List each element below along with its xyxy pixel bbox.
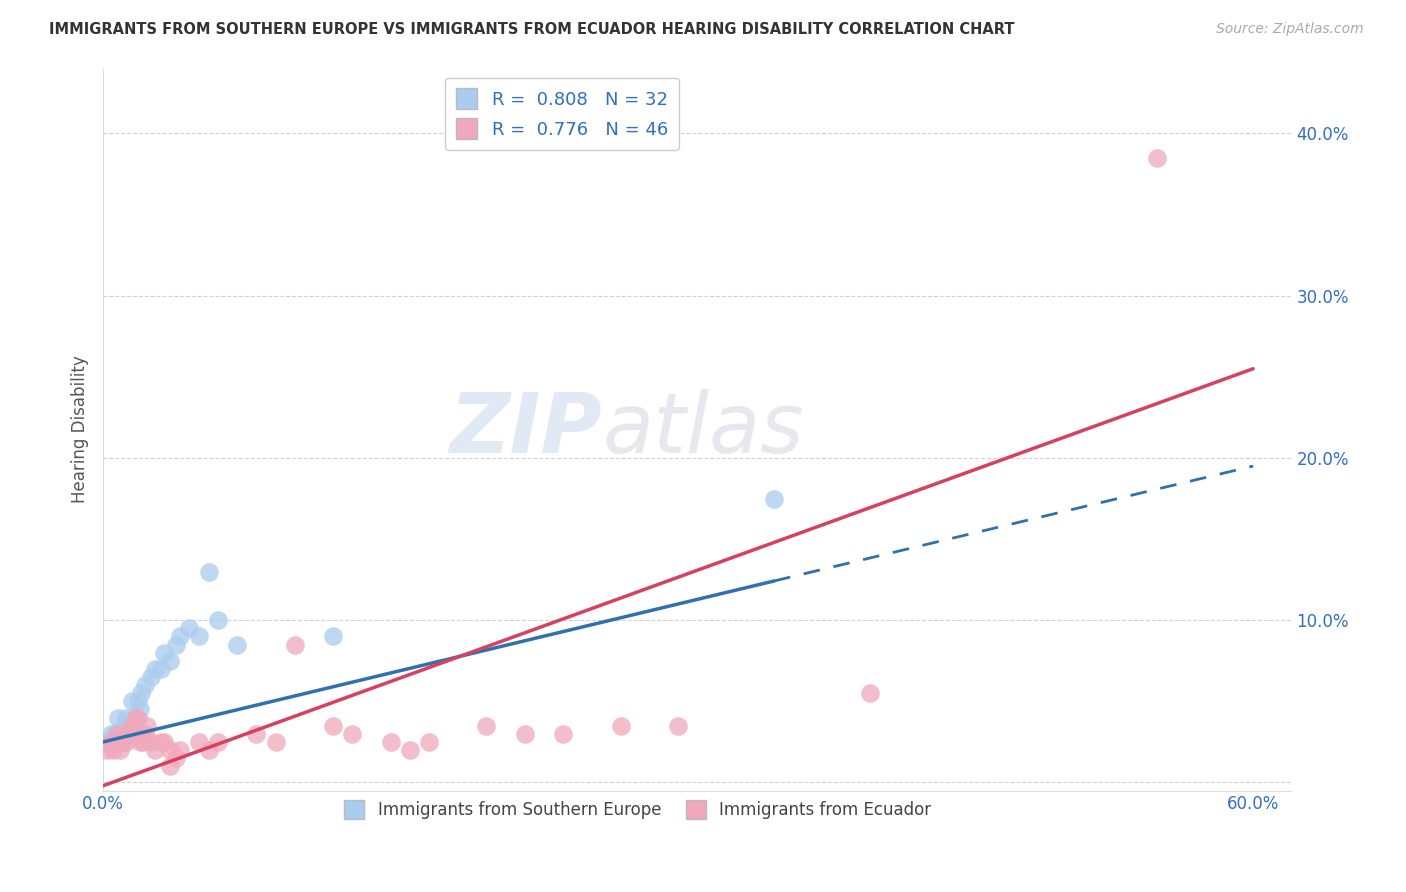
Text: ZIP: ZIP	[450, 389, 602, 470]
Point	[127, 710, 149, 724]
Point	[609, 719, 631, 733]
Point	[859, 686, 882, 700]
Point	[149, 662, 172, 676]
Point	[134, 727, 156, 741]
Point	[105, 727, 128, 741]
Point	[553, 727, 575, 741]
Point	[111, 735, 134, 749]
Point	[322, 630, 344, 644]
Point	[105, 735, 128, 749]
Point	[207, 735, 229, 749]
Point	[284, 638, 307, 652]
Point	[128, 735, 150, 749]
Point	[159, 654, 181, 668]
Point	[101, 743, 124, 757]
Point	[127, 694, 149, 708]
Point	[115, 735, 138, 749]
Point	[121, 719, 143, 733]
Point	[122, 710, 145, 724]
Point	[226, 638, 249, 652]
Point	[149, 735, 172, 749]
Point	[132, 735, 155, 749]
Point	[131, 727, 153, 741]
Point	[100, 735, 122, 749]
Point	[96, 735, 118, 749]
Point	[136, 719, 159, 733]
Point	[121, 694, 143, 708]
Point	[1146, 151, 1168, 165]
Point	[111, 735, 134, 749]
Y-axis label: Hearing Disability: Hearing Disability	[72, 356, 89, 503]
Point	[666, 719, 689, 733]
Point	[169, 630, 191, 644]
Point	[110, 743, 132, 757]
Point	[380, 735, 402, 749]
Point	[418, 735, 440, 749]
Point	[342, 727, 364, 741]
Point	[197, 743, 219, 757]
Point	[131, 686, 153, 700]
Point	[101, 735, 124, 749]
Legend: Immigrants from Southern Europe, Immigrants from Ecuador: Immigrants from Southern Europe, Immigra…	[337, 793, 938, 826]
Point	[513, 727, 536, 741]
Point	[322, 719, 344, 733]
Point	[188, 735, 211, 749]
Point	[107, 735, 129, 749]
Point	[153, 646, 176, 660]
Point	[117, 727, 139, 741]
Point	[112, 727, 135, 741]
Point	[112, 719, 135, 733]
Point	[143, 662, 166, 676]
Text: IMMIGRANTS FROM SOUTHERN EUROPE VS IMMIGRANTS FROM ECUADOR HEARING DISABILITY CO: IMMIGRANTS FROM SOUTHERN EUROPE VS IMMIG…	[49, 22, 1015, 37]
Point	[165, 751, 187, 765]
Point	[169, 743, 191, 757]
Point	[165, 638, 187, 652]
Point	[104, 735, 127, 749]
Point	[118, 719, 141, 733]
Point	[96, 743, 118, 757]
Point	[128, 702, 150, 716]
Point	[122, 719, 145, 733]
Point	[104, 727, 127, 741]
Text: Source: ZipAtlas.com: Source: ZipAtlas.com	[1216, 22, 1364, 37]
Point	[188, 630, 211, 644]
Point	[159, 759, 181, 773]
Text: atlas: atlas	[602, 389, 804, 470]
Point	[143, 743, 166, 757]
Point	[207, 613, 229, 627]
Point	[179, 621, 201, 635]
Point	[134, 678, 156, 692]
Point	[475, 719, 498, 733]
Point	[762, 491, 785, 506]
Point	[153, 735, 176, 749]
Point	[125, 710, 148, 724]
Point	[139, 670, 162, 684]
Point	[197, 565, 219, 579]
Point	[100, 727, 122, 741]
Point	[139, 735, 162, 749]
Point	[115, 710, 138, 724]
Point	[159, 743, 181, 757]
Point	[264, 735, 287, 749]
Point	[245, 727, 267, 741]
Point	[107, 710, 129, 724]
Point	[117, 727, 139, 741]
Point	[110, 727, 132, 741]
Point	[398, 743, 420, 757]
